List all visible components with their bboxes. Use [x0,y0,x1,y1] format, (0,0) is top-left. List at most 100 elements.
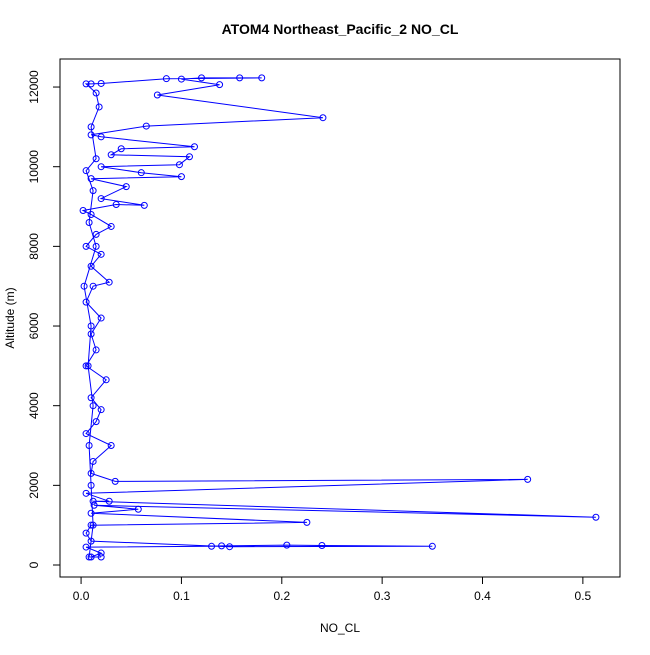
data-point [105,497,113,505]
data-point [92,346,100,354]
data-point [92,230,100,238]
data-point [226,543,234,551]
data-point [82,80,90,88]
data-point [97,163,105,171]
x-tick-label: 0.2 [273,589,290,603]
data-point [89,457,97,465]
data-point [87,509,95,517]
data-point [82,430,90,438]
data-point [134,505,142,513]
data-point [87,322,95,330]
data-point [82,167,90,175]
data-point [87,481,95,489]
data-point [90,501,98,509]
data-point [318,541,326,549]
data-point [92,418,100,426]
data-point [97,314,105,322]
y-axis-label: Altitude (m) [3,287,17,348]
data-point [198,74,206,82]
data-point [82,543,90,551]
data-point [85,442,93,450]
y-tick-label: 6000 [27,312,41,339]
data-point [87,521,95,529]
data-point [82,529,90,537]
data-point [92,242,100,250]
data-point [80,282,88,290]
y-tick-label: 8000 [27,233,41,260]
x-tick-label: 0.1 [173,589,190,603]
data-point [107,151,115,159]
data-point [85,218,93,226]
y-tick-label: 0 [27,561,41,568]
y-tick-label: 4000 [27,392,41,419]
data-point [89,187,97,195]
data-point [89,521,97,529]
data-point [87,394,95,402]
chart-title: ATOM4 Northeast_Pacific_2 NO_CL [222,21,459,37]
data-point [218,542,226,550]
data-point [97,553,105,561]
data-point [87,330,95,338]
data-point [84,362,92,370]
data-point [97,250,105,258]
data-point [117,145,125,153]
data-point [82,489,90,497]
data-point [303,518,311,526]
data-point [258,74,266,82]
data-line [81,77,596,558]
data-point [97,195,105,203]
data-point [177,173,185,181]
data-point [92,155,100,163]
y-tick-label: 2000 [27,472,41,499]
data-point [140,201,148,209]
data-point [87,469,95,477]
data-point [89,402,97,410]
data-point [107,222,115,230]
data-point [153,91,161,99]
data-point [97,406,105,414]
data-point [87,123,95,131]
data-point [79,207,87,215]
data-point [92,89,100,97]
data-point [190,143,198,151]
data-point [177,75,185,83]
x-tick-label: 0.3 [374,589,391,603]
data-point [111,477,119,485]
data-point [185,153,193,161]
data-point [87,131,95,139]
data-point [592,513,600,521]
x-axis-label: NO_CL [320,621,360,635]
data-point [112,201,120,209]
data-point [137,169,145,177]
x-tick-label: 0.0 [73,589,90,603]
data-point [208,542,216,550]
data-point [95,103,103,111]
data-point [428,542,436,550]
data-point [82,362,90,370]
data-point [87,175,95,183]
data-point [87,537,95,545]
data-point [175,161,183,169]
y-tick-label: 12000 [27,70,41,104]
data-point [107,442,115,450]
x-tick-label: 0.5 [575,589,592,603]
data-point [142,122,150,130]
data-point [82,298,90,306]
data-point [87,262,95,270]
data-point [89,282,97,290]
data-point [524,475,532,483]
x-tick-label: 0.4 [474,589,491,603]
data-point [87,210,95,218]
data-point [89,497,97,505]
data-point [82,242,90,250]
data-point [85,553,93,561]
data-point [102,376,110,384]
data-point [236,74,244,82]
data-point [162,75,170,83]
data-point [122,183,130,191]
data-point [97,549,105,557]
data-point [87,553,95,561]
data-point [216,81,224,89]
data-point [87,80,95,88]
